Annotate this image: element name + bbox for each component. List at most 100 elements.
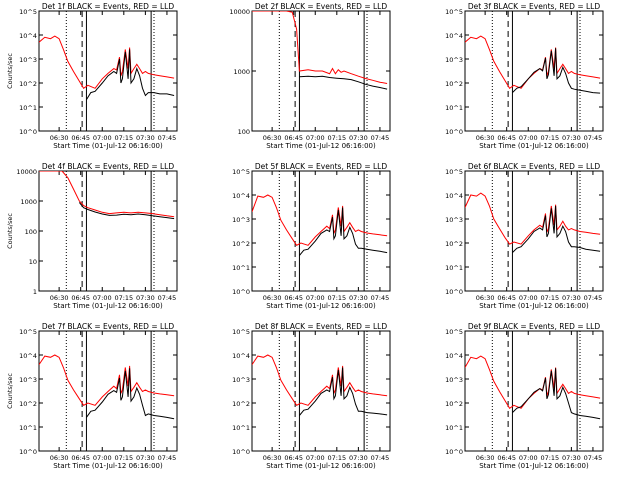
y-tick-label: 10^2 (445, 240, 463, 248)
series-lld-line (39, 354, 175, 406)
series-lld-line (252, 194, 388, 246)
y-tick-label: 10000 (16, 168, 37, 176)
y-tick-label: 10^2 (232, 240, 250, 248)
x-tick-label: 07:30 (349, 134, 368, 142)
y-tick-label: 10^1 (232, 264, 250, 272)
y-tick-label: 10^3 (19, 376, 37, 384)
x-axis-label: Start Time (01-Jul-12 06:16:00) (479, 142, 589, 150)
x-tick-label: 06:45 (284, 134, 303, 142)
y-tick-label: 1 (33, 288, 37, 296)
y-tick-label: 10 (29, 258, 37, 266)
panel-title: Det 7f BLACK = Events, RED = LLD (42, 322, 175, 331)
y-tick-label: 10^0 (445, 128, 463, 136)
y-tick-label: 10^5 (445, 8, 463, 16)
y-tick-label: 10^3 (19, 56, 37, 64)
x-tick-label: 06:30 (50, 134, 69, 142)
series-events-line (78, 202, 175, 220)
x-tick-label: 07:30 (562, 134, 581, 142)
x-tick-label: 06:45 (497, 454, 516, 462)
panel-title: Det 2f BLACK = Events, RED = LLD (255, 2, 388, 11)
x-axis-label: Start Time (01-Jul-12 06:16:00) (53, 462, 163, 470)
panel-title: Det 9f BLACK = Events, RED = LLD (468, 322, 601, 331)
x-tick-label: 06:30 (476, 454, 495, 462)
series-lld-line (39, 171, 175, 218)
x-tick-label: 06:45 (284, 454, 303, 462)
y-tick-label: 1000 (20, 198, 37, 206)
x-tick-label: 06:45 (71, 454, 90, 462)
y-tick-label: 10^5 (232, 168, 250, 176)
x-tick-label: 07:15 (327, 454, 346, 462)
panel-7: Det 7f BLACK = Events, RED = LLD 10^0 10^1… (6, 322, 178, 470)
x-tick-label: 07:15 (114, 294, 133, 302)
x-tick-label: 07:15 (114, 134, 133, 142)
x-tick-label: 07:45 (158, 454, 177, 462)
y-tick-label: 10^0 (19, 448, 37, 456)
x-tick-label: 07:00 (306, 294, 325, 302)
x-tick-label: 07:15 (114, 454, 133, 462)
y-tick-label: 10^1 (445, 104, 463, 112)
x-axis-label: Start Time (01-Jul-12 06:16:00) (266, 302, 376, 310)
panel-title: Det 1f BLACK = Events, RED = LLD (42, 2, 175, 11)
series-lld-line (465, 35, 601, 90)
y-tick-label: 10^1 (445, 424, 463, 432)
x-tick-label: 07:45 (371, 294, 390, 302)
plot-frame (251, 330, 391, 452)
y-tick-label: 10^0 (232, 448, 250, 456)
series-events-line (299, 207, 388, 256)
series-events-line (512, 48, 601, 94)
y-tick-label: 10^4 (445, 352, 463, 360)
x-axis-label: Start Time (01-Jul-12 06:16:00) (266, 462, 376, 470)
x-tick-label: 06:45 (497, 134, 516, 142)
x-tick-label: 06:45 (71, 134, 90, 142)
x-tick-label: 07:15 (327, 294, 346, 302)
panel-2: Det 2f BLACK = Events, RED = LLD 100 1000 1… (229, 2, 391, 150)
series-events-line (512, 205, 601, 253)
panel-title: Det 6f BLACK = Events, RED = LLD (468, 162, 601, 171)
y-tick-label: 10^3 (445, 56, 463, 64)
y-tick-label: 10^2 (19, 80, 37, 88)
y-tick-label: 10^4 (445, 192, 463, 200)
series-lld-line (465, 355, 601, 410)
y-tick-label: 10^4 (19, 32, 37, 40)
x-tick-label: 06:30 (263, 294, 282, 302)
x-tick-label: 07:00 (306, 454, 325, 462)
y-tick-label: 10^1 (19, 424, 37, 432)
y-tick-label: 10^5 (19, 328, 37, 336)
x-tick-label: 06:30 (476, 134, 495, 142)
panel-4: Det 4f BLACK = Events, RED = LLD 1 10 100 10… (6, 162, 178, 310)
x-tick-label: 07:00 (93, 454, 112, 462)
x-tick-label: 07:15 (540, 134, 559, 142)
series-events-line (299, 367, 388, 416)
y-axis-label: Counts/sec (6, 53, 14, 89)
x-tick-label: 06:30 (263, 454, 282, 462)
x-tick-label: 06:30 (263, 134, 282, 142)
y-tick-label: 10^4 (232, 352, 250, 360)
x-tick-label: 07:30 (562, 454, 581, 462)
plot-frame (464, 330, 604, 452)
x-tick-label: 06:45 (284, 294, 303, 302)
x-tick-label: 07:00 (93, 294, 112, 302)
y-tick-label: 10^2 (19, 400, 37, 408)
x-axis-label: Start Time (01-Jul-12 06:16:00) (266, 142, 376, 150)
series-lld-line (39, 35, 175, 90)
y-tick-label: 10^3 (445, 376, 463, 384)
x-tick-label: 07:15 (327, 134, 346, 142)
x-tick-label: 07:00 (306, 134, 325, 142)
panel-title: Det 3f BLACK = Events, RED = LLD (468, 2, 601, 11)
series-events-line (299, 75, 388, 90)
x-tick-label: 06:30 (476, 294, 495, 302)
x-tick-label: 07:00 (93, 134, 112, 142)
y-tick-label: 10^5 (445, 328, 463, 336)
y-tick-label: 100 (238, 128, 250, 136)
x-tick-label: 06:45 (497, 294, 516, 302)
y-tick-label: 10^0 (445, 288, 463, 296)
plot-frame (251, 170, 391, 292)
panel-1: Det 1f BLACK = Events, RED = LLD 10^0 10^1… (6, 2, 178, 150)
y-tick-label: 10^0 (232, 288, 250, 296)
y-tick-label: 10^4 (19, 352, 37, 360)
panel-9: Det 9f BLACK = Events, RED = LLD 10^0 10^1… (445, 322, 604, 470)
y-axis-label: Counts/sec (6, 373, 14, 409)
y-tick-label: 10^4 (232, 192, 250, 200)
y-tick-label: 10^2 (232, 400, 250, 408)
